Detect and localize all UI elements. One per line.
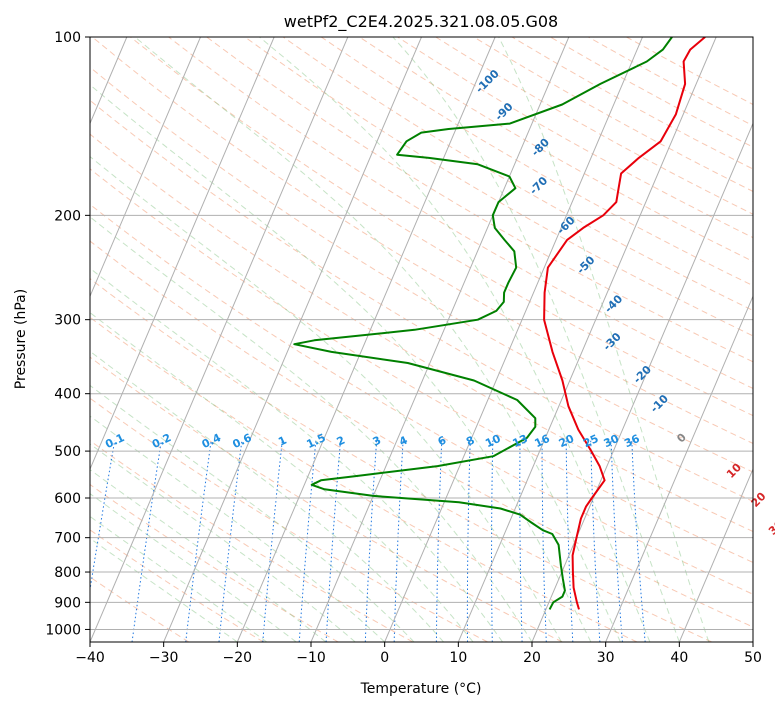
dry-adiabat-line [244, 37, 753, 337]
x-axis-label: Temperature (°C) [360, 681, 482, 697]
isotherm-line [163, 37, 422, 642]
mixing-ratio-line [364, 440, 378, 642]
y-tick-label: 600 [54, 491, 81, 507]
dry-adiabat-line [91, 37, 753, 445]
mixing-ratio-line [185, 440, 212, 642]
moist-adiabat-line [90, 311, 474, 642]
y-tick-label: 900 [54, 595, 81, 611]
dry-adiabat-line [282, 37, 753, 312]
moist-adiabat-line [90, 155, 562, 642]
moist-adiabat-line [259, 37, 651, 642]
moist-adiabat-line [498, 37, 710, 642]
mixing-ratio-line [435, 440, 443, 642]
mixing-ratio-line [298, 440, 317, 642]
moist-adiabat-line [90, 493, 297, 642]
mixing-ratio-line [590, 440, 601, 642]
dewpoint-line [293, 37, 673, 610]
dry-adiabat-label: 30 [766, 517, 775, 537]
plot-frame [89, 36, 754, 643]
mixing-ratio-line [541, 440, 547, 642]
moist-adiabat-line [90, 415, 386, 642]
isotherm-line [457, 37, 717, 642]
mixing-ratio-label: 13 [511, 432, 530, 450]
mixing-ratio-line [519, 440, 523, 642]
isotherm-line [90, 37, 349, 642]
mixing-ratio-line [610, 440, 623, 642]
dry-adiabat-line [90, 203, 753, 595]
isotherm-line [310, 37, 570, 642]
temperature-line [543, 37, 706, 610]
x-tick-label: 40 [670, 650, 688, 666]
mixing-ratio-line [565, 440, 574, 642]
y-axis-ticks: 100 200 300 400 500 600 700 800 900 1000 [45, 30, 90, 638]
dry-adiabat-line [90, 316, 638, 642]
dry-adiabat-line [90, 529, 264, 642]
mixing-ratio-label: 10 [483, 432, 503, 450]
chart-title: wetPf2_C2E4.2025.321.08.05.G08 [284, 12, 558, 32]
moist-adiabat-line [90, 443, 356, 642]
x-tick-label: −20 [223, 650, 253, 666]
plot-background [90, 37, 753, 642]
moist-adiabat-line [134, 37, 621, 642]
mixing-ratio-line [218, 440, 243, 642]
mixing-ratio-line [491, 440, 494, 642]
y-tick-label: 800 [54, 565, 81, 581]
moist-adiabat-line [90, 350, 444, 642]
x-tick-label: 0 [380, 650, 389, 666]
mixing-ratio-line [131, 440, 162, 642]
dry-adiabat-line [90, 133, 753, 533]
x-tick-label: −10 [296, 650, 326, 666]
mixing-ratio-line [262, 440, 283, 642]
dry-adiabat-line [90, 278, 712, 642]
moist-adiabat-line [90, 267, 503, 642]
mixing-ratio-label: 20 [557, 432, 577, 450]
isotherm-line [752, 640, 753, 642]
dry-adiabat-line [90, 240, 753, 628]
dry-adiabat-line [90, 99, 753, 502]
x-tick-label: 10 [449, 650, 467, 666]
x-tick-label: −30 [149, 650, 179, 666]
x-tick-label: 20 [523, 650, 541, 666]
mixing-ratio-label: 36 [622, 432, 642, 450]
profile-lines [293, 37, 706, 610]
y-tick-label: 1000 [45, 622, 81, 638]
isotherm-line [605, 295, 753, 642]
mixing-ratio-label: 25 [581, 432, 600, 450]
isotherms [90, 37, 753, 642]
y-tick-label: 700 [54, 531, 81, 547]
x-tick-label: 30 [597, 650, 615, 666]
dry-adiabat-line [130, 37, 753, 417]
isotherm-line [90, 37, 275, 471]
mixing-ratio-line [466, 440, 471, 642]
x-tick-label: −40 [75, 650, 105, 666]
isotherm-line [678, 467, 753, 642]
mixing-ratio-line [631, 440, 646, 642]
dry-adiabats [90, 37, 753, 642]
x-tick-label: 50 [744, 650, 762, 666]
mixing-ratio-line [90, 440, 116, 593]
isotherm-line [384, 37, 643, 642]
isobars [90, 37, 753, 630]
y-tick-label: 100 [54, 30, 81, 46]
dry-adiabat-line [90, 483, 339, 642]
y-tick-label: 400 [54, 387, 81, 403]
dry-adiabat-line [168, 37, 753, 389]
mixing-ratio-label: 16 [533, 432, 553, 450]
moist-adiabats [90, 37, 710, 642]
isotherm-line [90, 37, 201, 298]
mixing-ratio-line [325, 440, 342, 642]
dry-adiabat-line [90, 356, 563, 642]
mixing-ratio-label: 30 [602, 432, 622, 450]
y-tick-label: 300 [54, 313, 81, 329]
y-axis-label: Pressure (hPa) [13, 289, 29, 389]
isotherm-line [236, 37, 496, 642]
y-tick-label: 200 [54, 208, 81, 224]
moist-adiabat-line [90, 216, 533, 642]
y-tick-label: 500 [54, 444, 81, 460]
moist-adiabat-line [392, 37, 680, 642]
x-axis-ticks: −40 −30 −20 −10 0 10 20 30 40 50 [75, 642, 762, 666]
